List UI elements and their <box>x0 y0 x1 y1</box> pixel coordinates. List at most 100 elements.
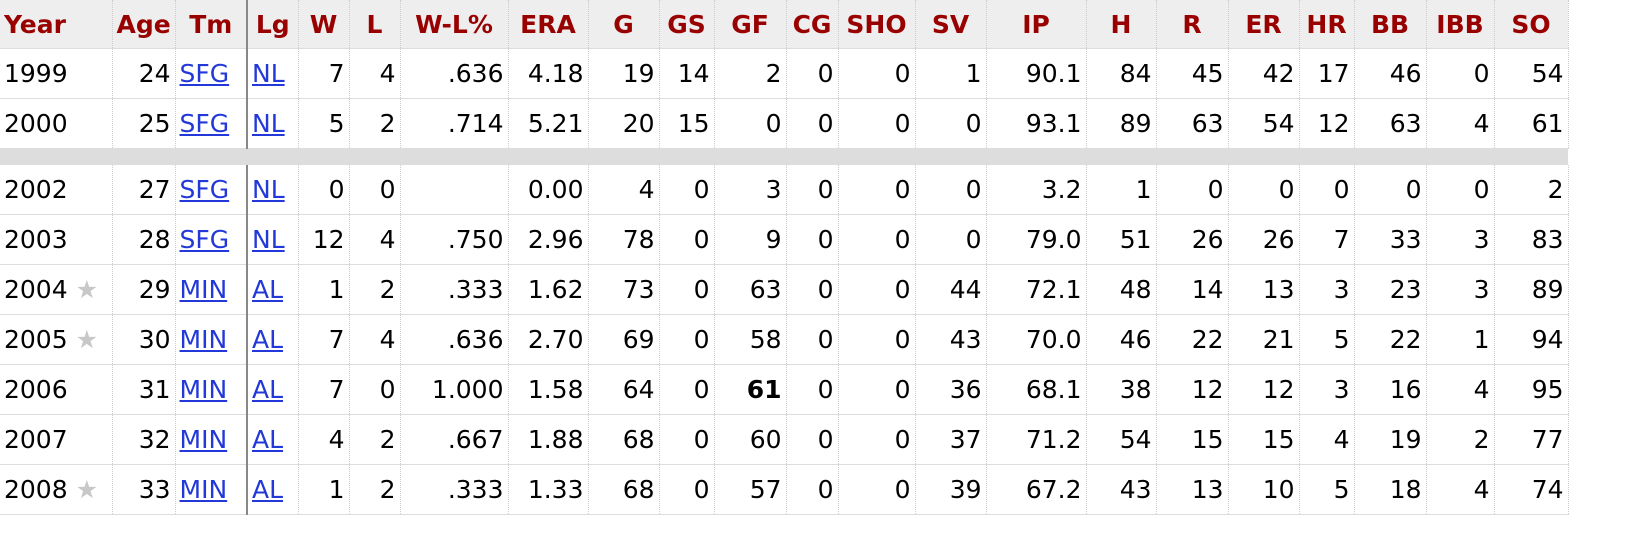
cell: 12 <box>298 214 350 265</box>
cell: 5 <box>298 98 350 149</box>
cell: 1.88 <box>508 414 589 465</box>
cell-text: 1 <box>1135 175 1152 204</box>
cell-text: 33 <box>1389 225 1422 254</box>
cell-text: 89 <box>1119 109 1152 138</box>
cell-text: 5 <box>328 109 345 138</box>
cell-text: 37 <box>949 425 982 454</box>
link[interactable]: MIN <box>179 275 228 304</box>
cell-text: .333 <box>447 475 504 504</box>
cell: 25 <box>112 98 176 149</box>
cell-text: 0 <box>693 325 710 354</box>
link[interactable]: SFG <box>179 59 230 88</box>
cell: .714 <box>400 98 509 149</box>
cell-text: 18 <box>1389 475 1422 504</box>
cell-text: 44 <box>949 275 982 304</box>
link[interactable]: MIN <box>179 425 228 454</box>
cell: 48 <box>1086 264 1157 315</box>
cell-text: 23 <box>1389 275 1422 304</box>
cell: NL <box>247 48 299 99</box>
cell: 63 <box>714 264 787 315</box>
cell: 2 <box>1426 414 1495 465</box>
cell: 29 <box>112 264 176 315</box>
cell-text: 45 <box>1191 59 1224 88</box>
link[interactable]: MIN <box>179 475 228 504</box>
cell: 0 <box>659 414 715 465</box>
cell-text: 0 <box>894 325 911 354</box>
link[interactable]: NL <box>252 109 285 138</box>
cell: 79.0 <box>986 214 1087 265</box>
link[interactable]: SFG <box>179 109 230 138</box>
cell: 4 <box>298 414 350 465</box>
cell: 18 <box>1354 464 1427 515</box>
cell-text: 0 <box>817 59 834 88</box>
link[interactable]: AL <box>252 275 284 304</box>
column-header: IP <box>986 0 1087 49</box>
cell-text: 13 <box>1191 475 1224 504</box>
cell: .636 <box>400 48 509 99</box>
column-header: Tm <box>175 0 248 49</box>
cell: 43 <box>915 314 987 365</box>
cell-text: 13 <box>1262 275 1295 304</box>
cell: 13 <box>1228 264 1300 315</box>
cell-text: 2 <box>1547 175 1564 204</box>
cell-text: 4 <box>1333 425 1350 454</box>
cell: 2 <box>714 48 787 99</box>
cell-text: 0 <box>894 375 911 404</box>
season-row: 2000 25 SFG NL 5 2 .714 5.21 20 15 0 0 0 0 93.1 89 63 54 1… <box>0 98 1569 149</box>
cell-text: 84 <box>1119 59 1152 88</box>
link[interactable]: NL <box>252 225 285 254</box>
cell-text: 7 <box>328 375 345 404</box>
cell-text: 2 <box>379 475 396 504</box>
cell-text: 0 <box>894 109 911 138</box>
cell: 51 <box>1086 214 1157 265</box>
cell: 0 <box>349 364 401 415</box>
cell-text: 3 <box>1333 275 1350 304</box>
link[interactable]: SFG <box>179 175 230 204</box>
cell-text: 43 <box>1119 475 1152 504</box>
cell: SFG <box>175 48 248 99</box>
cell-text: 0 <box>965 109 982 138</box>
cell-text: 2005 <box>4 325 68 354</box>
cell: 68.1 <box>986 364 1087 415</box>
season-row: 2004 ★ 29 MIN AL 1 2 .333 1.62 73 0 63 0 0 44 72.1 48 14 1… <box>0 264 1569 315</box>
cell-text: 1.000 <box>431 375 504 404</box>
cell: 46 <box>1086 314 1157 365</box>
cell-text: 0 <box>817 175 834 204</box>
cell: NL <box>247 165 299 215</box>
link[interactable]: NL <box>252 59 285 88</box>
link[interactable]: NL <box>252 175 285 204</box>
cell-text: 20 <box>622 109 655 138</box>
cell: 0 <box>1299 165 1355 215</box>
cell: 0 <box>786 464 839 515</box>
link[interactable]: AL <box>252 375 284 404</box>
link[interactable]: AL <box>252 325 284 354</box>
cell-text: .714 <box>447 109 504 138</box>
cell: 1 <box>1426 314 1495 365</box>
cell: 3 <box>1299 264 1355 315</box>
cell-text: 68 <box>622 475 655 504</box>
link[interactable]: MIN <box>179 375 228 404</box>
cell: 54 <box>1086 414 1157 465</box>
link[interactable]: AL <box>252 475 284 504</box>
cell-text: 17 <box>1317 59 1350 88</box>
cell-text: 2008 <box>4 475 68 504</box>
all-star-icon: ★ <box>75 275 99 304</box>
cell: 95 <box>1494 364 1569 415</box>
cell: 24 <box>112 48 176 99</box>
cell: 2004 ★ <box>0 264 113 315</box>
cell-text: 7 <box>1333 225 1350 254</box>
season-row: 1999 24 SFG NL 7 4 .636 4.18 19 14 2 0 0 1 90.1 84 45 42 1… <box>0 48 1569 99</box>
column-header: IBB <box>1426 0 1495 49</box>
cell: 23 <box>1354 264 1427 315</box>
cell: 0 <box>838 464 916 515</box>
link[interactable]: SFG <box>179 225 230 254</box>
cell-text: 2000 <box>4 109 68 138</box>
cell-text: 21 <box>1262 325 1295 354</box>
cell: 36 <box>915 364 987 415</box>
cell-text: 57 <box>749 475 782 504</box>
cell-text: 46 <box>1119 325 1152 354</box>
column-header: CG <box>786 0 839 49</box>
link[interactable]: AL <box>252 425 284 454</box>
link[interactable]: MIN <box>179 325 228 354</box>
cell-text: 54 <box>1262 109 1295 138</box>
